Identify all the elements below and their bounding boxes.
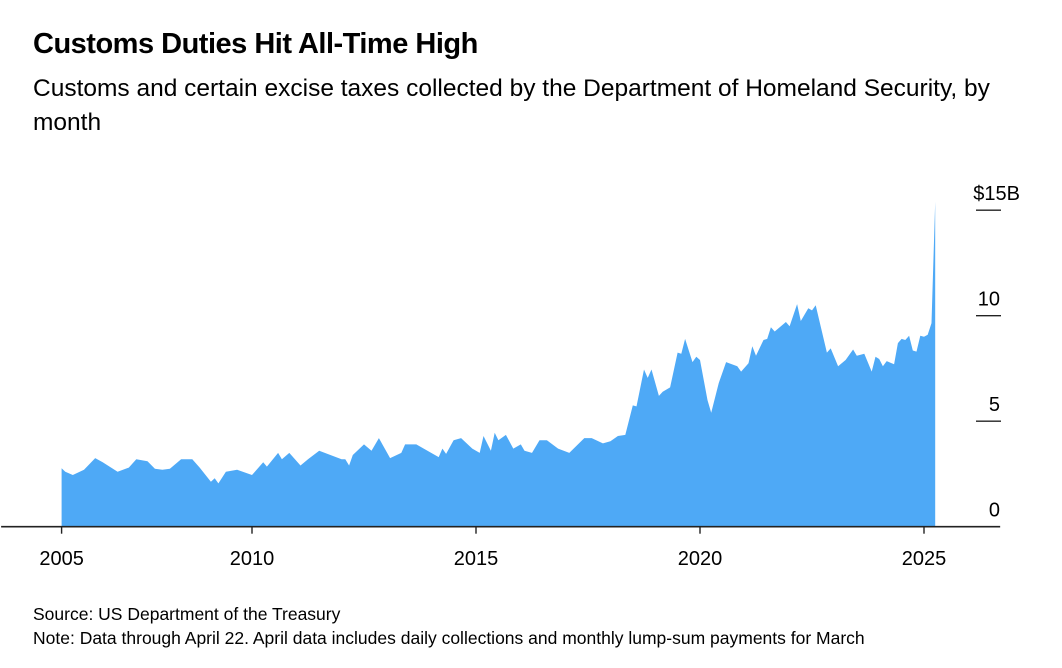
y-tick-label: $15B xyxy=(973,183,1020,205)
x-tick-label: 2015 xyxy=(454,548,499,570)
x-tick-label: 2010 xyxy=(230,548,275,570)
y-axis: 0 5 10 $15B xyxy=(973,183,1020,522)
chart-title: Customs Duties Hit All-Time High xyxy=(33,28,478,60)
area-series xyxy=(61,201,936,527)
x-tick-label: 2020 xyxy=(678,548,723,570)
y-tick-label: 5 xyxy=(989,394,1000,416)
x-tick-label: 2025 xyxy=(902,548,947,570)
chart-subtitle: Customs and certain excise taxes collect… xyxy=(33,75,990,136)
x-axis: 2005 2010 2015 2020 2025 xyxy=(1,525,1001,570)
source-text: Source: US Department of the Treasury xyxy=(33,604,341,624)
note-text: Note: Data through April 22. April data … xyxy=(33,628,865,648)
x-tick-label: 2005 xyxy=(39,548,84,570)
y-tick-label: 0 xyxy=(989,500,1000,522)
y-tick-label: 10 xyxy=(978,289,1000,311)
